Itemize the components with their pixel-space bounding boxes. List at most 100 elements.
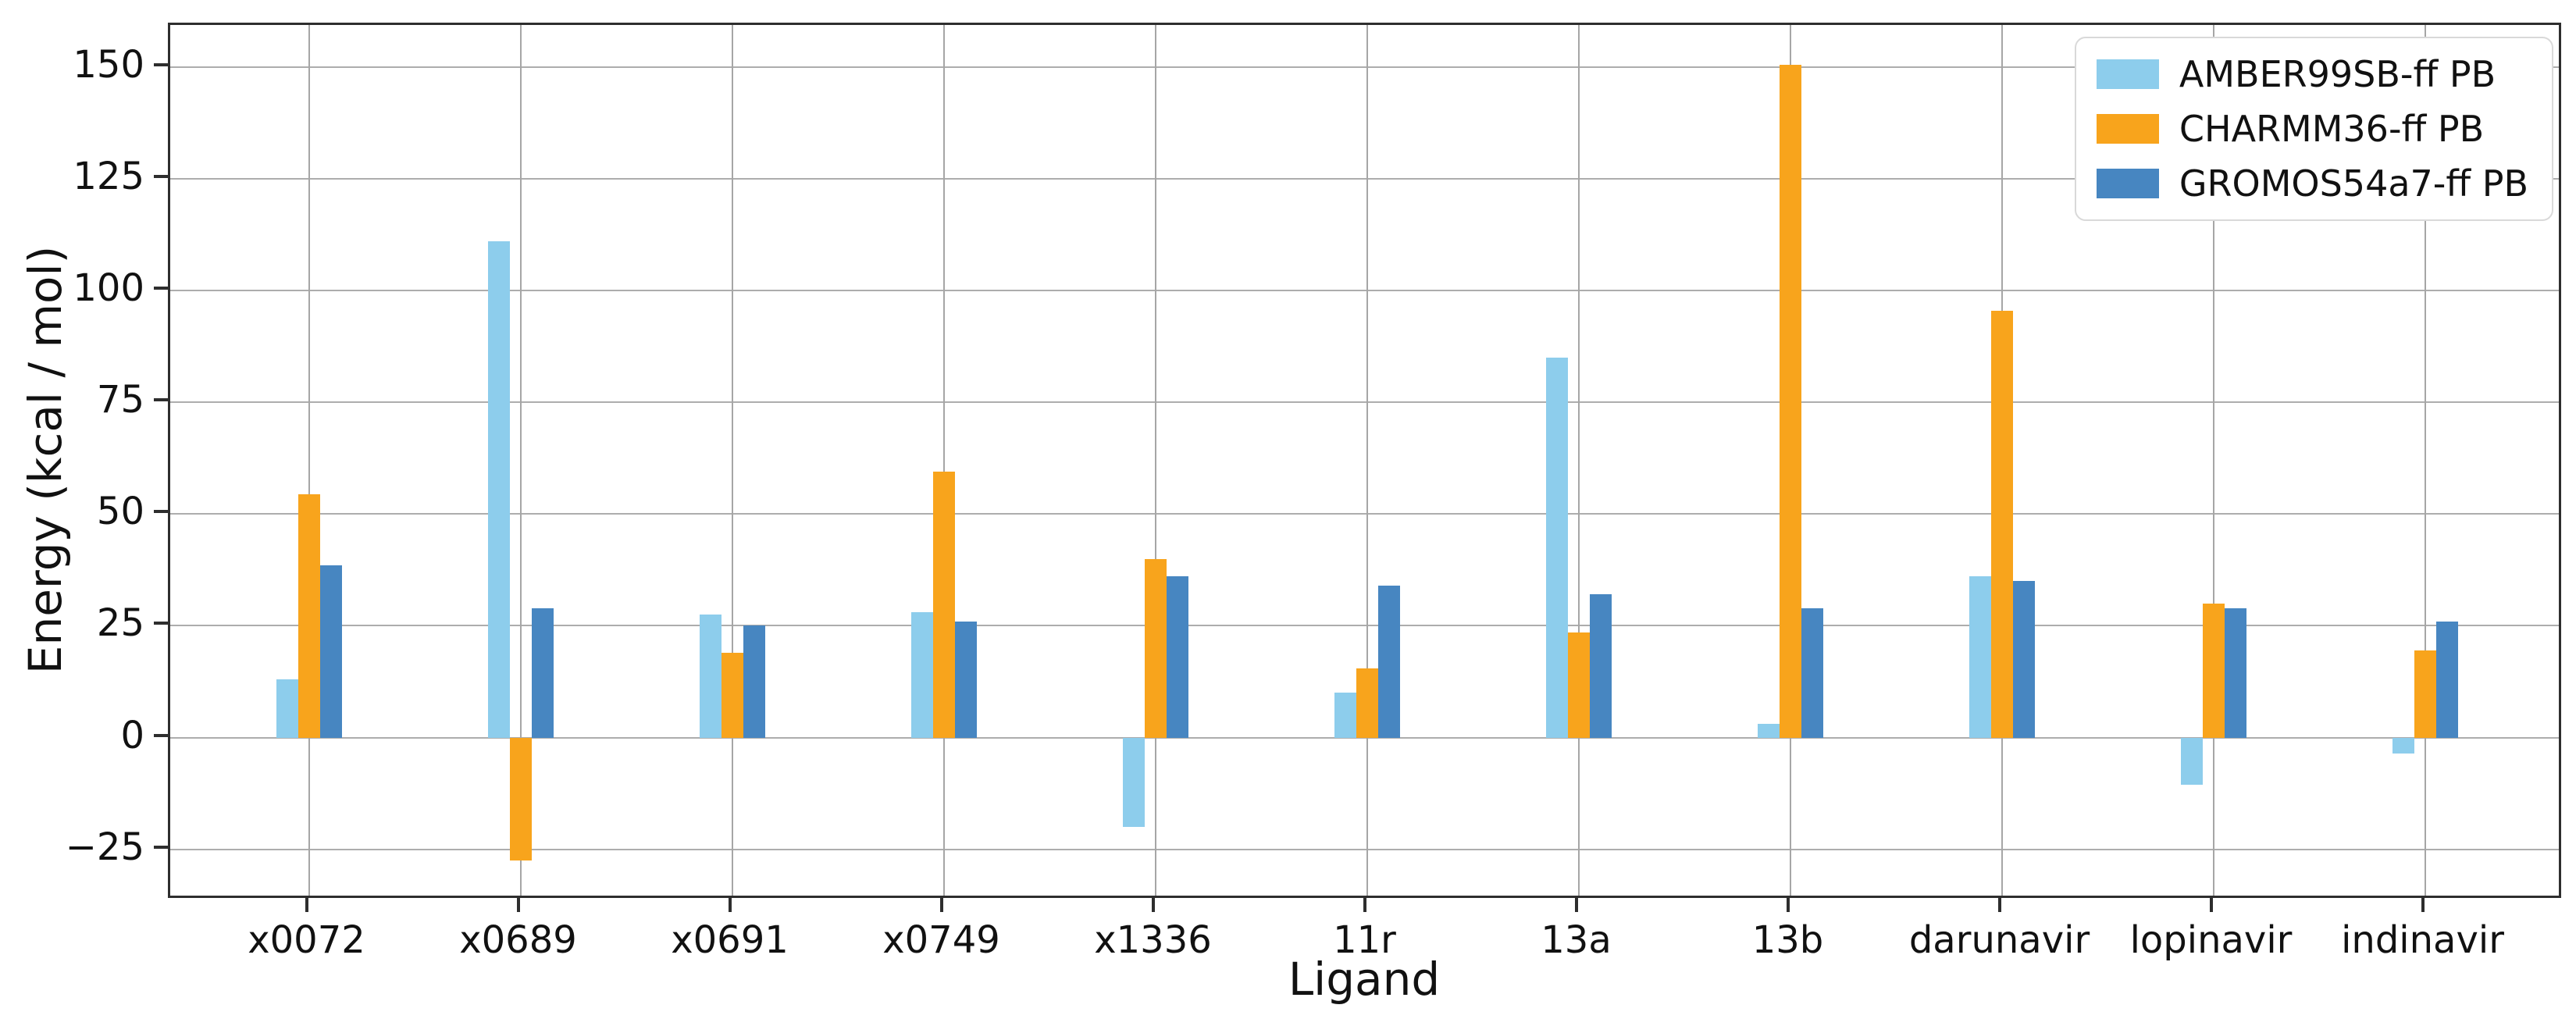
v-gridline-x0691	[731, 25, 733, 896]
x-tick-label-lopinavir: lopinavir	[2129, 918, 2293, 962]
x-tick-mark-11r	[1363, 898, 1366, 912]
bar-13a-GROMOS54a7-ff PB	[1589, 594, 1612, 738]
legend-label-AMBER99SB-ff PB: AMBER99SB-ff PB	[2179, 53, 2496, 95]
v-gridline-x1336	[1154, 25, 1156, 896]
bar-darunavir-GROMOS54a7-ff PB	[2012, 581, 2035, 738]
y-tick-mark-75	[154, 398, 168, 402]
bar-x0691-GROMOS54a7-ff PB	[743, 625, 765, 738]
bar-13a-CHARMM36-ff PB	[1567, 632, 1590, 738]
x-tick-mark-lopinavir	[2209, 898, 2213, 912]
x-axis-title: Ligand	[1288, 953, 1441, 1006]
bar-x0072-GROMOS54a7-ff PB	[319, 565, 342, 738]
legend: AMBER99SB-ff PB CHARMM36-ff PB GROMOS54a7-…	[2074, 37, 2553, 221]
x-tick-label-x0749: x0749	[882, 918, 1000, 962]
x-tick-mark-darunavir	[1997, 898, 2001, 912]
y-tick-label-50: 50	[96, 490, 144, 534]
y-tick-label-−25: −25	[65, 825, 144, 869]
y-tick-mark-100	[154, 287, 168, 290]
v-gridline-11r	[1366, 25, 1368, 896]
h-gridline-−25	[170, 848, 2559, 850]
bar-13b-CHARMM36-ff PB	[1779, 64, 1801, 738]
y-tick-label-150: 150	[73, 42, 144, 87]
bar-x0689-CHARMM36-ff PB	[509, 737, 532, 861]
bar-11r-AMBER99SB-ff PB	[1334, 693, 1356, 738]
bar-13a-AMBER99SB-ff PB	[1545, 357, 1568, 738]
bar-x1336-GROMOS54a7-ff PB	[1166, 576, 1188, 738]
bar-x0749-AMBER99SB-ff PB	[910, 612, 933, 738]
bar-11r-GROMOS54a7-ff PB	[1377, 585, 1400, 738]
y-tick-mark-50	[154, 510, 168, 514]
x-tick-label-x0072: x0072	[248, 918, 365, 962]
bar-x0691-AMBER99SB-ff PB	[699, 615, 721, 738]
legend-label-GROMOS54a7-ff PB: GROMOS54a7-ff PB	[2179, 162, 2528, 205]
v-gridline-x0072	[308, 25, 310, 896]
bar-darunavir-CHARMM36-ff PB	[1990, 310, 2013, 738]
bar-x1336-CHARMM36-ff PB	[1144, 558, 1167, 738]
h-gridline-25	[170, 625, 2559, 627]
x-tick-label-indinavir: indinavir	[2341, 918, 2504, 962]
h-gridline-100	[170, 290, 2559, 292]
x-tick-label-x1336: x1336	[1094, 918, 1212, 962]
x-tick-mark-x0072	[305, 898, 308, 912]
y-tick-label-25: 25	[96, 601, 144, 646]
legend-swatch-CHARMM36-ff PB	[2096, 114, 2159, 144]
h-gridline-75	[170, 401, 2559, 404]
x-tick-mark-13a	[1574, 898, 1578, 912]
bar-lopinavir-AMBER99SB-ff PB	[2180, 737, 2203, 785]
bar-x0689-AMBER99SB-ff PB	[487, 241, 510, 738]
x-tick-label-13a: 13a	[1541, 918, 1612, 962]
legend-label-CHARMM36-ff PB: CHARMM36-ff PB	[2179, 108, 2485, 150]
bar-x0749-CHARMM36-ff PB	[932, 471, 955, 738]
x-tick-mark-13b	[1786, 898, 1790, 912]
x-tick-label-11r: 11r	[1333, 918, 1396, 962]
v-gridline-indinavir	[2424, 25, 2426, 896]
h-gridline-50	[170, 513, 2559, 515]
bar-lopinavir-GROMOS54a7-ff PB	[2224, 607, 2246, 738]
bar-lopinavir-CHARMM36-ff PB	[2202, 603, 2225, 738]
bar-11r-CHARMM36-ff PB	[1356, 668, 1378, 738]
bar-13b-GROMOS54a7-ff PB	[1801, 607, 1823, 738]
y-tick-mark-125	[154, 174, 168, 178]
bar-indinavir-GROMOS54a7-ff PB	[2435, 621, 2458, 738]
y-tick-mark-25	[154, 622, 168, 625]
bar-x0072-AMBER99SB-ff PB	[276, 679, 298, 738]
x-tick-mark-indinavir	[2421, 898, 2425, 912]
y-tick-mark-−25	[154, 845, 168, 849]
legend-entry-AMBER99SB-ff PB: AMBER99SB-ff PB	[2096, 53, 2528, 95]
x-tick-label-x0689: x0689	[459, 918, 577, 962]
y-tick-mark-0	[154, 733, 168, 737]
v-gridline-x0689	[519, 25, 522, 896]
bar-indinavir-AMBER99SB-ff PB	[2392, 737, 2414, 754]
bar-x0072-CHARMM36-ff PB	[298, 493, 320, 738]
legend-swatch-GROMOS54a7-ff PB	[2096, 169, 2159, 198]
x-tick-mark-x0691	[728, 898, 732, 912]
v-gridline-lopinavir	[2212, 25, 2214, 896]
x-tick-mark-x0689	[516, 898, 520, 912]
legend-entries: AMBER99SB-ff PB CHARMM36-ff PB GROMOS54a7-…	[2096, 53, 2528, 205]
legend-swatch-AMBER99SB-ff PB	[2096, 59, 2159, 89]
v-gridline-x0749	[942, 25, 945, 896]
bar-darunavir-AMBER99SB-ff PB	[1969, 576, 1991, 738]
bar-x0749-GROMOS54a7-ff PB	[954, 621, 977, 738]
bar-13b-AMBER99SB-ff PB	[1757, 724, 1780, 738]
x-tick-mark-x0749	[939, 898, 943, 912]
v-gridline-13a	[1577, 25, 1580, 896]
h-gridline-0	[170, 736, 2559, 739]
legend-entry-CHARMM36-ff PB: CHARMM36-ff PB	[2096, 108, 2528, 150]
legend-entry-GROMOS54a7-ff PB: GROMOS54a7-ff PB	[2096, 162, 2528, 205]
y-tick-label-125: 125	[73, 154, 144, 198]
y-tick-label-100: 100	[73, 266, 144, 311]
bar-x1336-AMBER99SB-ff PB	[1122, 737, 1145, 828]
x-tick-label-x0691: x0691	[671, 918, 789, 962]
y-tick-label-0: 0	[120, 713, 144, 757]
x-tick-label-darunavir: darunavir	[1908, 918, 2090, 962]
y-tick-mark-150	[154, 62, 168, 66]
bar-x0689-GROMOS54a7-ff PB	[531, 607, 554, 738]
h-gridline-150	[170, 66, 2559, 68]
x-tick-label-13b: 13b	[1751, 918, 1824, 962]
x-tick-mark-x1336	[1151, 898, 1155, 912]
bar-indinavir-CHARMM36-ff PB	[2414, 650, 2436, 738]
bar-x0691-CHARMM36-ff PB	[721, 652, 743, 738]
y-tick-label-75: 75	[96, 378, 144, 422]
